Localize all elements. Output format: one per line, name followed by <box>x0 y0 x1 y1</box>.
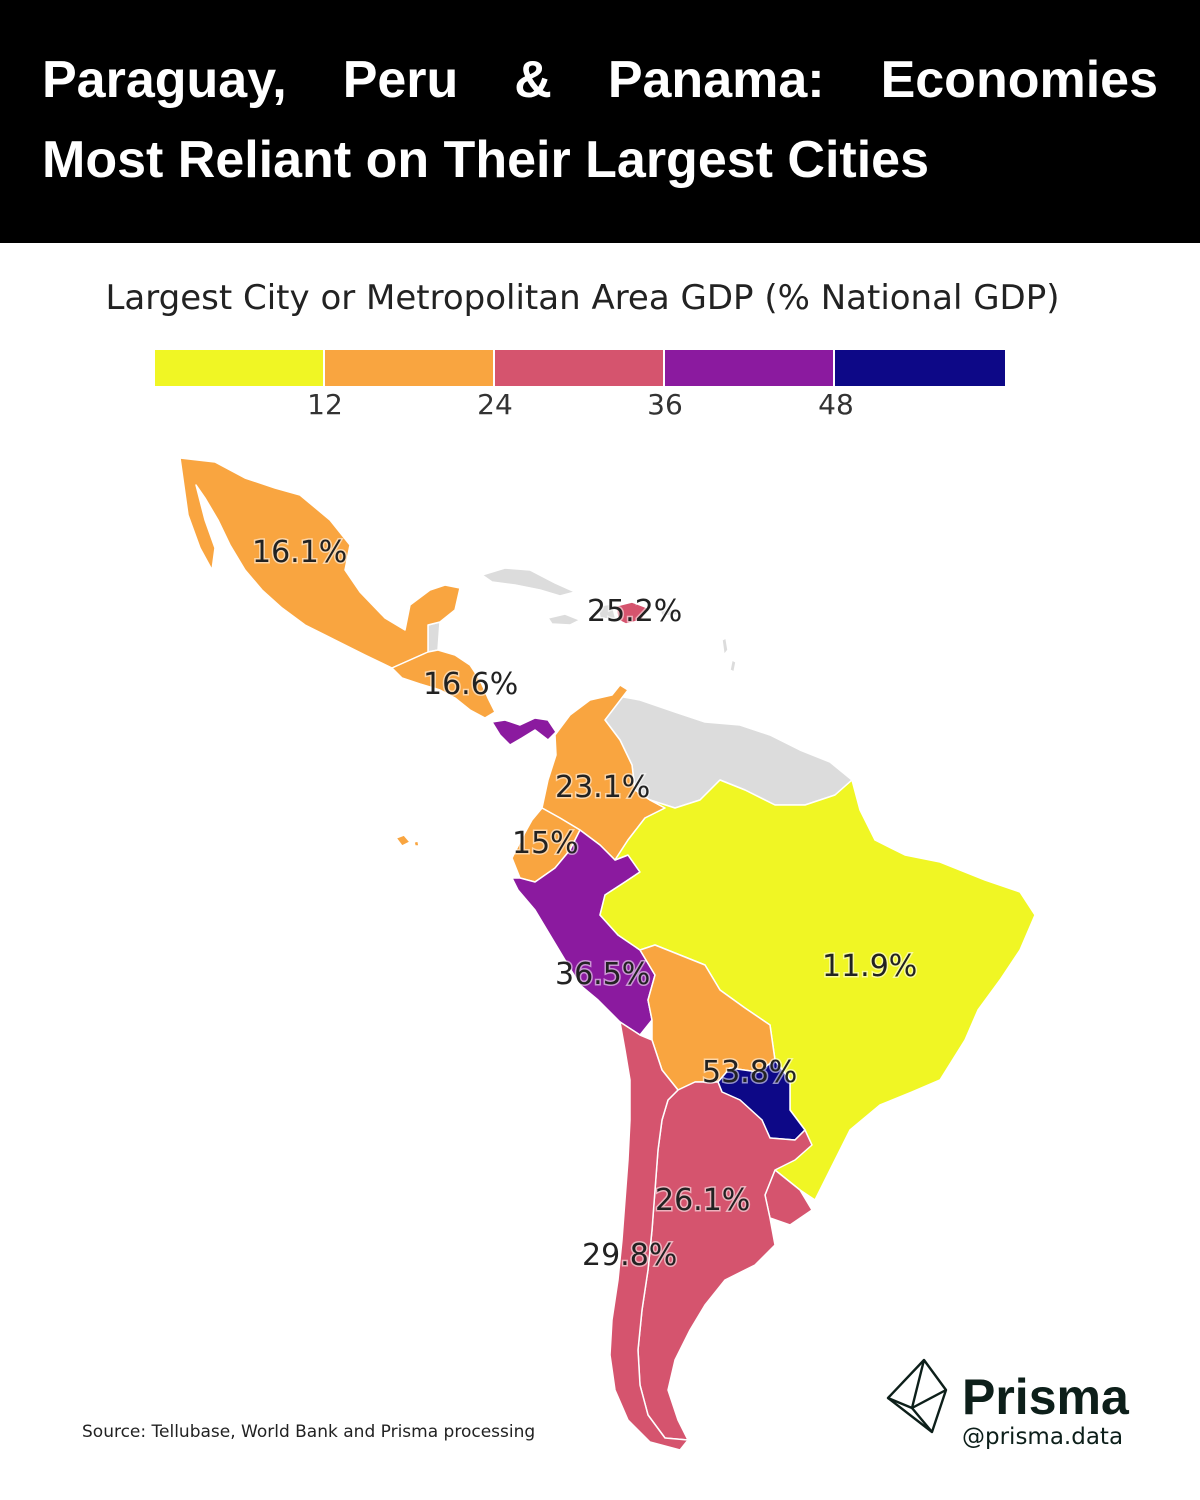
region-panama <box>491 717 557 746</box>
region-dominican-republic <box>615 601 649 625</box>
title-line-2: Most Reliant on Their Largest Cities <box>42 131 930 189</box>
region-cuba <box>481 567 576 597</box>
legend-bin-3 <box>495 350 663 386</box>
label-central-america: 16.6% <box>423 667 518 702</box>
map-subtitle: Largest City or Metropolitan Area GDP (%… <box>105 278 1060 318</box>
brand-handle: @prisma.data <box>962 1424 1124 1450</box>
region-belize <box>427 621 441 653</box>
title-line-1: Paraguay, Peru & Panama: Economies <box>42 51 1158 109</box>
legend-bin-2 <box>325 350 493 386</box>
label-paraguay: 53.8% <box>702 1055 797 1090</box>
source-note: Source: Tellubase, World Bank and Prisma… <box>82 1422 536 1442</box>
value-labels: 16.1% 25.2% 16.6% 23.1% 15% 36.5% 11.9% … <box>251 534 919 1275</box>
region-central-america <box>391 649 496 719</box>
region-haiti-jamaica <box>547 603 617 626</box>
color-legend <box>155 350 1005 386</box>
region-puerto-rico <box>659 608 679 617</box>
region-brazil <box>599 779 1036 1201</box>
legend-tick-48: 48 <box>818 388 854 421</box>
label-ecuador: 15% <box>512 826 579 861</box>
label-colombia: 23.1% <box>555 770 650 805</box>
legend-bin-4 <box>665 350 833 386</box>
region-chile <box>609 1021 689 1450</box>
legend-tick-12: 12 <box>307 388 343 421</box>
label-dominican-republic: 25.2% <box>587 594 682 629</box>
legend-tick-36: 36 <box>647 388 683 421</box>
region-galapagos <box>395 834 420 847</box>
legend-bin-5 <box>835 350 1005 386</box>
label-argentina: 26.1% <box>655 1183 750 1218</box>
brand-name: Prisma <box>962 1369 1129 1425</box>
prism-icon <box>886 1358 948 1434</box>
label-brazil: 11.9% <box>822 949 917 984</box>
label-mexico: 16.1% <box>252 535 347 570</box>
latin-america-map: 16.1% 25.2% 16.6% 23.1% 15% 36.5% 11.9% … <box>179 457 1036 1450</box>
legend-bin-1 <box>155 350 323 386</box>
region-lesser-antilles <box>721 637 737 673</box>
title-banner: Paraguay, Peru & Panama: Economies Most … <box>0 0 1200 243</box>
legend-tick-24: 24 <box>477 388 513 421</box>
label-peru: 36.5% <box>555 957 650 992</box>
label-chile: 29.8% <box>582 1238 677 1273</box>
